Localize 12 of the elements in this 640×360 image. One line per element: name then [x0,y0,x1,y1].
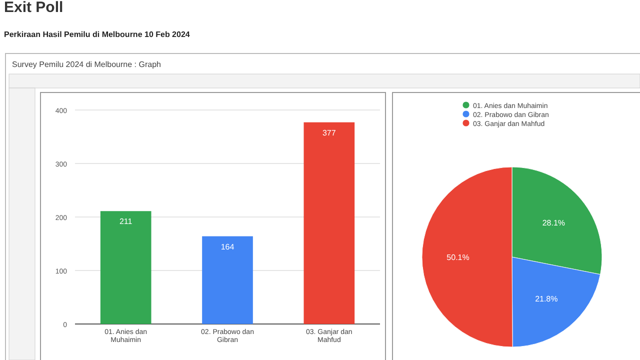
bar [304,122,355,324]
data-label: 50.1% [446,253,470,262]
chart-subtitle: Perkiraan Hasil Pemilu di Melbourne 10 Feb 2024 [4,30,190,39]
data-label: 377 [322,128,336,138]
data-label: 164 [220,242,235,252]
data-label: 21.8% [535,294,558,304]
text: Survey Pemilu 2024 di Melbourne : Graph [12,60,161,69]
bar [202,236,253,324]
bar [100,211,152,324]
chart-title: Exit Poll [4,0,64,16]
data-label: 28.1% [542,218,566,228]
data-label: 211 [119,217,133,226]
